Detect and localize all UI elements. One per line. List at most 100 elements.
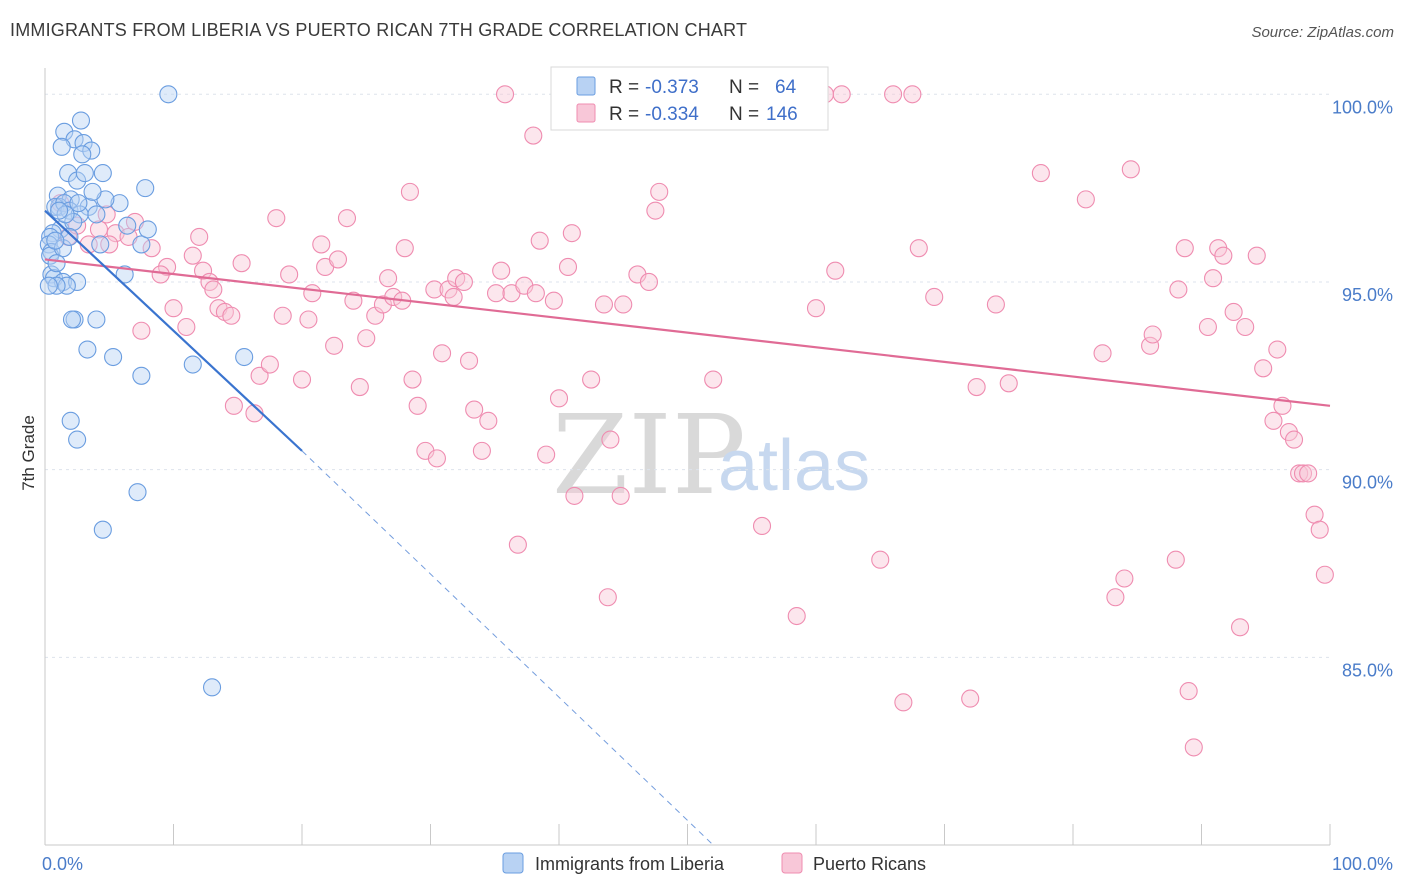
point-puerto-ricans (177, 317, 196, 337)
point-puerto-ricans (1076, 190, 1095, 209)
point-puerto-ricans (704, 370, 723, 389)
y-tick-label: 90.0% (1342, 473, 1393, 493)
point-puerto-ricans (1121, 160, 1140, 179)
point-puerto-ricans (1214, 246, 1233, 265)
point-puerto-ricans (492, 261, 511, 280)
point-puerto-ricans (1231, 618, 1250, 637)
point-puerto-ricans (183, 246, 202, 265)
point-immigrants-from-liberia (136, 179, 155, 198)
legend-r-label-1: R = (609, 77, 639, 98)
point-puerto-ricans (752, 516, 772, 535)
legend-r-value-1: -0.373 (645, 77, 699, 98)
chart-title: IMMIGRANTS FROM LIBERIA VS PUERTO RICAN … (10, 20, 748, 40)
point-puerto-ricans (598, 588, 617, 607)
point-immigrants-from-liberia (82, 141, 101, 160)
point-puerto-ricans (303, 284, 322, 303)
point-puerto-ricans (194, 261, 213, 280)
watermark-atlas: atlas (718, 426, 870, 506)
point-puerto-ricans (292, 370, 312, 389)
trend-line-extension-immigrants-from-liberia (301, 450, 714, 846)
point-immigrants-from-liberia (69, 194, 88, 213)
point-puerto-ricans (806, 299, 826, 318)
point-puerto-ricans (190, 227, 209, 246)
point-puerto-ricans (961, 689, 980, 708)
grid-lines (45, 93, 1330, 658)
point-puerto-ricans (344, 291, 363, 310)
point-immigrants-from-liberia (52, 137, 71, 156)
legend-swatch-blue (576, 76, 596, 96)
point-puerto-ricans (1093, 344, 1112, 363)
point-puerto-ricans (903, 85, 922, 104)
point-immigrants-from-liberia (203, 678, 222, 697)
point-puerto-ricans (1293, 464, 1313, 483)
point-puerto-ricans (384, 287, 403, 307)
point-puerto-ricans (1143, 325, 1162, 344)
point-immigrants-from-liberia (91, 235, 110, 254)
point-immigrants-from-liberia (87, 310, 106, 329)
point-puerto-ricans (408, 396, 427, 415)
point-puerto-ricans (89, 220, 109, 239)
point-immigrants-from-liberia (46, 231, 65, 250)
point-immigrants-from-liberia (110, 194, 129, 213)
point-immigrants-from-liberia (61, 411, 80, 430)
point-puerto-ricans (1264, 411, 1283, 430)
point-puerto-ricans (132, 321, 151, 340)
point-puerto-ricans (1031, 164, 1050, 183)
point-puerto-ricans (639, 272, 659, 292)
point-immigrants-from-liberia (93, 164, 112, 183)
point-puerto-ricans (142, 239, 161, 258)
point-puerto-ricans (1305, 505, 1324, 524)
point-puerto-ricans (562, 224, 581, 243)
point-puerto-ricans (909, 239, 928, 258)
watermark: ZIP atlas (552, 391, 870, 519)
series-immigrants-from-liberia (39, 85, 254, 697)
point-puerto-ricans (1284, 430, 1304, 449)
point-puerto-ricans (459, 351, 479, 370)
point-immigrants-from-liberia (78, 340, 97, 359)
point-puerto-ricans (325, 336, 344, 355)
legend-box (550, 66, 829, 131)
point-puerto-ricans (1184, 738, 1203, 757)
point-immigrants-from-liberia (73, 145, 92, 164)
point-puerto-ricans (1315, 565, 1334, 584)
point-puerto-ricans (260, 355, 279, 374)
point-puerto-ricans (350, 378, 369, 397)
point-puerto-ricans (832, 85, 851, 104)
point-puerto-ricans (601, 430, 620, 449)
point-immigrants-from-liberia (47, 254, 66, 273)
point-puerto-ricans (1175, 239, 1194, 258)
point-puerto-ricans (373, 295, 393, 314)
point-immigrants-from-liberia (39, 276, 58, 295)
trend-line-immigrants-from-liberia (44, 209, 303, 452)
point-puerto-ricans (379, 269, 398, 288)
point-puerto-ricans (1236, 317, 1255, 337)
point-immigrants-from-liberia (68, 430, 87, 449)
point-puerto-ricans (395, 239, 414, 258)
point-puerto-ricans (826, 261, 845, 280)
y-tick-label: 85.0% (1342, 660, 1393, 680)
point-puerto-ricans (999, 374, 1018, 393)
point-immigrants-from-liberia (235, 347, 254, 367)
point-puerto-ricans (267, 209, 286, 228)
point-puerto-ricans (565, 486, 584, 505)
bottom-legend: Immigrants from Liberia Puerto Ricans (502, 852, 926, 874)
point-puerto-ricans (1299, 464, 1318, 483)
legend-n-value-2: 146 (766, 104, 798, 125)
point-puerto-ricans (611, 486, 630, 505)
point-puerto-ricans (884, 85, 903, 104)
point-puerto-ricans (530, 231, 549, 250)
point-puerto-ricans (967, 378, 986, 397)
point-immigrants-from-liberia (183, 355, 202, 374)
point-immigrants-from-liberia (104, 347, 123, 367)
point-puerto-ricans (1204, 269, 1223, 288)
point-immigrants-from-liberia (132, 235, 151, 254)
point-immigrants-from-liberia (132, 366, 151, 385)
legend-r-value-2: -0.334 (645, 104, 699, 125)
legend-swatch-pink (576, 103, 596, 123)
point-puerto-ricans (925, 287, 944, 307)
legend-n-label-2: N = (729, 104, 759, 125)
tick-labels: 100.0% 95.0% 90.0% 85.0% 0.0% 100.0% (42, 97, 1393, 874)
watermark-zip: ZIP (552, 391, 746, 519)
point-puerto-ricans (537, 445, 556, 464)
point-immigrants-from-liberia (138, 220, 157, 239)
